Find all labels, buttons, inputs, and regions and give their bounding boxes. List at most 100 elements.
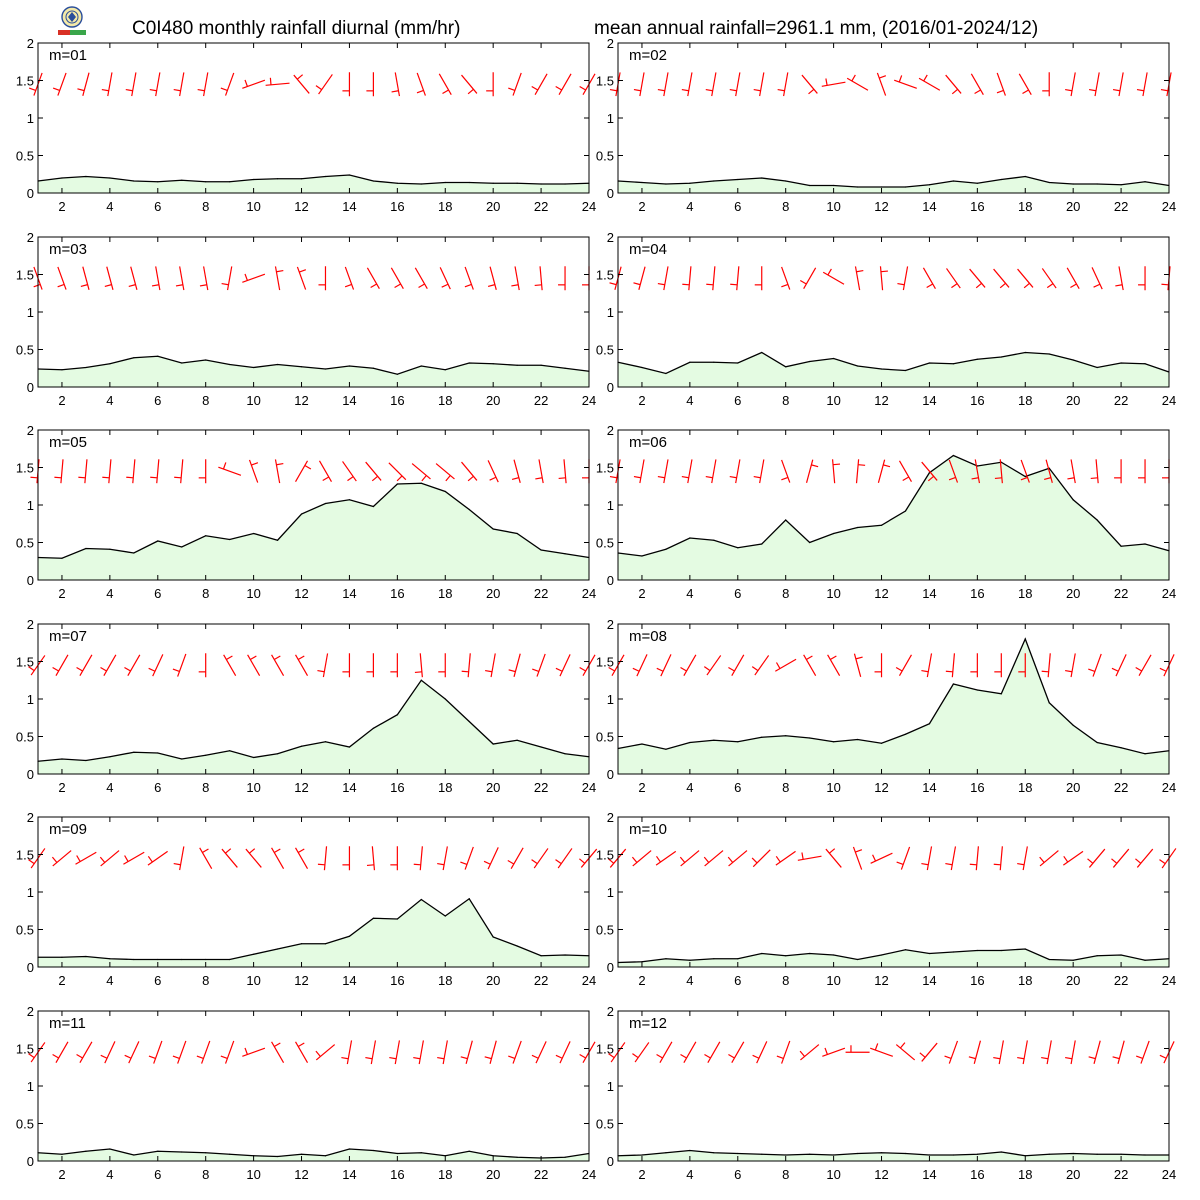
data-point [444, 181, 446, 184]
data-point [641, 1154, 643, 1156]
data-point [1024, 351, 1026, 354]
data-point [856, 365, 859, 367]
wind-barb [633, 266, 646, 290]
data-point [85, 955, 87, 958]
wind-barb [150, 459, 160, 484]
x-tick-label: 6 [734, 199, 741, 214]
wind-barb [822, 268, 845, 285]
x-tick-label: 24 [582, 586, 596, 601]
wind-barb [948, 459, 959, 483]
wind-barb [531, 848, 549, 869]
data-point [324, 502, 327, 505]
x-tick-label: 24 [1162, 1167, 1176, 1182]
x-tick-label: 18 [1018, 780, 1032, 795]
x-tick-label: 8 [782, 393, 789, 408]
x-tick-label: 22 [1114, 586, 1128, 601]
data-point [109, 1148, 111, 1150]
data-point [253, 532, 255, 535]
wind-barb [414, 653, 423, 678]
wind-barb [128, 266, 138, 290]
data-point [833, 532, 835, 535]
data-point [1072, 359, 1074, 361]
data-point [229, 1153, 231, 1155]
plot-frame [37, 42, 590, 194]
chart-panel-5: 00.511.522 4 6 8 10 12 14 16 18 20 22 24m=05 [16, 423, 596, 601]
wind-barb [1039, 850, 1059, 867]
data-point [181, 362, 183, 364]
panel-month-label: m=02 [629, 47, 667, 64]
data-point [157, 1150, 159, 1152]
data-point [229, 538, 231, 541]
data-point [181, 758, 183, 760]
panel-month-label: m=09 [49, 821, 87, 838]
wind-barb [1159, 1041, 1175, 1064]
wind-barb [52, 654, 69, 676]
x-tick-label: 2 [638, 780, 645, 795]
data-point [133, 357, 135, 359]
wind-barb [680, 654, 697, 676]
x-tick-label: 12 [874, 393, 888, 408]
data-point [324, 943, 327, 945]
x-tick-label: 10 [826, 586, 840, 601]
data-point [324, 368, 327, 370]
wind-barb [728, 1041, 745, 1063]
data-point [1072, 959, 1074, 961]
data-point [540, 183, 542, 185]
wind-barb [341, 1040, 353, 1065]
wind-barb [921, 461, 938, 482]
wind-barb [555, 654, 571, 677]
wind-barb [579, 848, 598, 868]
x-tick-label: 10 [826, 780, 840, 795]
x-tick-label: 16 [970, 780, 984, 795]
data-point [61, 1153, 63, 1155]
wind-barb [728, 654, 745, 676]
wind-barb [874, 653, 883, 678]
x-tick-label: 20 [1066, 586, 1080, 601]
data-point [1048, 1153, 1050, 1155]
y-tick-label: 1.5 [596, 74, 614, 89]
data-point [976, 182, 978, 184]
x-tick-label: 10 [246, 586, 260, 601]
wind-barb [366, 846, 376, 871]
wind-barb [969, 268, 986, 289]
wind-barb [845, 1045, 870, 1053]
y-tick-label: 1.5 [16, 461, 34, 476]
data-point [492, 936, 494, 938]
data-point [1072, 1152, 1074, 1155]
x-tick-label: 4 [686, 973, 693, 988]
data-point [952, 1154, 954, 1156]
data-point [928, 1154, 931, 1156]
wind-barb [151, 266, 161, 291]
x-tick-label: 8 [202, 393, 209, 408]
wind-barb [508, 72, 522, 96]
data-point [1144, 1154, 1146, 1156]
wind-barb [632, 654, 648, 677]
data-point [904, 369, 907, 372]
wind-barb [1136, 72, 1148, 97]
data-point [181, 958, 183, 961]
y-tick-label: 0.5 [596, 923, 614, 938]
wind-barb [507, 847, 524, 869]
data-point [1072, 499, 1074, 501]
wind-barb [295, 847, 309, 869]
wind-barb [1017, 268, 1034, 289]
data-point [157, 181, 159, 183]
wind-barb [781, 459, 791, 483]
panel-month-label: m=05 [49, 434, 87, 451]
wind-barb [1088, 653, 1102, 677]
data-point [540, 364, 542, 366]
wind-barb [729, 72, 741, 97]
data-point [880, 742, 883, 744]
chart-panel-1: 00.511.522 4 6 8 10 12 14 16 18 20 22 24m=01 [16, 36, 596, 214]
data-point [689, 361, 691, 363]
data-point [809, 360, 811, 363]
wind-barb [727, 850, 748, 867]
wind-barb [274, 266, 284, 291]
chart-panel-11: 00.511.522 4 6 8 10 12 14 16 18 20 22 24m=11 [16, 1004, 596, 1182]
data-point [1120, 184, 1122, 186]
wind-barb [681, 459, 693, 484]
wind-barb [855, 459, 866, 484]
wind-barb [147, 850, 168, 866]
data-point [833, 954, 835, 956]
